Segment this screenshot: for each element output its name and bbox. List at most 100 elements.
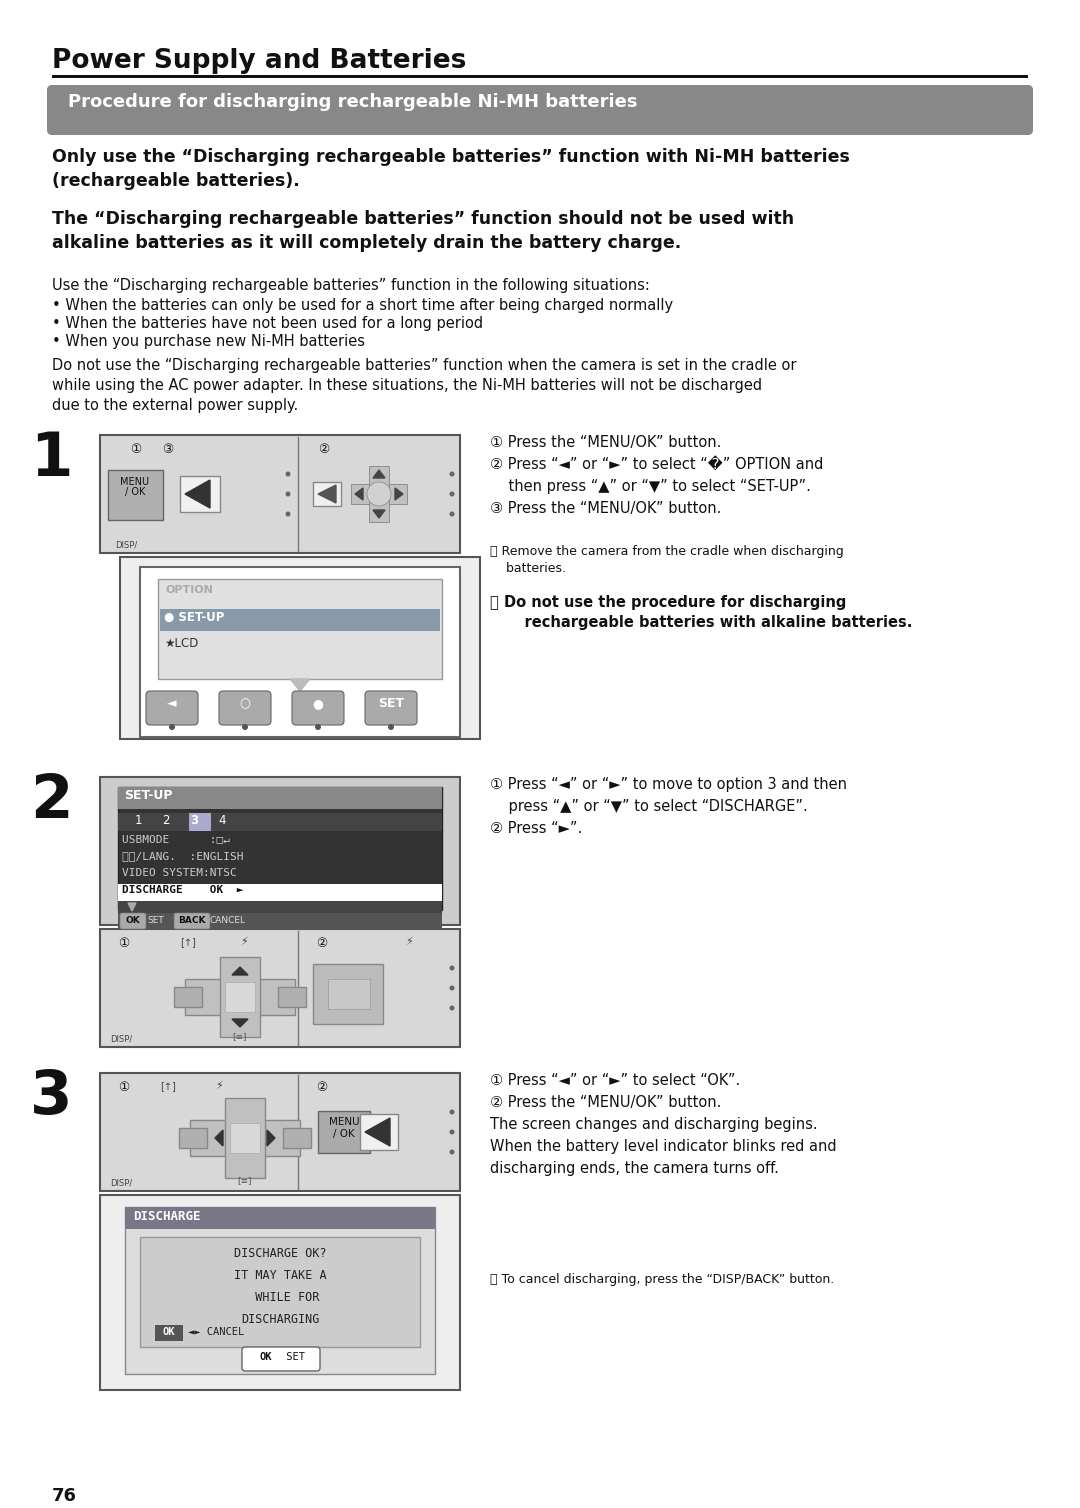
Bar [118,787,442,909]
Text: ⚡: ⚡ [405,936,413,947]
Text: ① Press the “MENU/OK” button.: ① Press the “MENU/OK” button. [490,434,721,449]
Bar [318,1111,370,1154]
Text: CANCEL: CANCEL [210,915,246,924]
FancyBboxPatch shape [174,912,210,929]
Text: ②: ② [318,443,329,455]
Bar [118,900,442,912]
Text: ★LCD: ★LCD [164,636,199,650]
Circle shape [285,492,291,496]
Bar [220,958,260,1038]
Polygon shape [373,470,384,478]
Text: ② Press the “MENU/OK” button.: ② Press the “MENU/OK” button. [490,1095,721,1110]
Text: then press “▲” or “▼” to select “SET-UP”.: then press “▲” or “▼” to select “SET-UP”… [490,480,811,495]
Bar [120,556,480,739]
Bar [283,1128,311,1148]
Text: ② Press “►”.: ② Press “►”. [490,820,582,835]
Text: Power Supply and Batteries: Power Supply and Batteries [52,48,467,74]
Text: IT MAY TAKE A: IT MAY TAKE A [233,1270,326,1282]
Polygon shape [365,1117,390,1146]
Text: Ⓟ To cancel discharging, press the “DISP/BACK” button.: Ⓟ To cancel discharging, press the “DISP… [490,1273,834,1286]
Circle shape [315,724,321,730]
Bar [108,470,163,520]
Bar [179,1128,207,1148]
Circle shape [449,1006,455,1010]
Bar [118,884,442,900]
Text: • When the batteries can only be used for a short time after being charged norma: • When the batteries can only be used fo… [52,299,673,314]
Bar [185,979,295,1015]
Text: The screen changes and discharging begins.: The screen changes and discharging begin… [490,1117,818,1133]
Text: The “Discharging rechargeable batteries” function should not be used with
alkali: The “Discharging rechargeable batteries”… [52,210,794,252]
Text: BACK: BACK [178,915,206,924]
Polygon shape [129,903,136,911]
Bar [278,988,306,1007]
Text: DISP/: DISP/ [110,1034,132,1044]
Text: 1: 1 [30,430,72,489]
Bar [225,1098,265,1178]
Text: ②: ② [316,936,327,950]
Bar [313,483,341,507]
Bar [100,929,460,1047]
FancyBboxPatch shape [365,691,417,725]
Bar [328,979,370,1009]
Text: press “▲” or “▼” to select “DISCHARGE”.: press “▲” or “▼” to select “DISCHARGE”. [490,799,808,814]
Bar [140,567,460,737]
Circle shape [449,1110,455,1114]
Bar [225,982,255,1012]
Text: SET: SET [378,697,404,710]
Text: [↑]: [↑] [160,1081,176,1090]
Text: ① Press “◄” or “►” to move to option 3 and then: ① Press “◄” or “►” to move to option 3 a… [490,777,847,792]
Bar [190,1120,300,1157]
Circle shape [449,965,455,971]
Bar [125,1206,435,1229]
Text: ①: ① [118,1081,130,1093]
Bar [160,609,440,630]
Text: [≡]: [≡] [237,1176,252,1185]
Text: DISCHARGE: DISCHARGE [133,1209,201,1223]
FancyBboxPatch shape [219,691,271,725]
Text: ①: ① [118,936,130,950]
FancyBboxPatch shape [48,84,1032,136]
Circle shape [388,724,394,730]
Text: SET: SET [280,1353,305,1362]
Text: USBMODE      :□↵: USBMODE :□↵ [122,834,230,844]
Circle shape [367,483,391,507]
Text: / OK: / OK [125,487,145,498]
Bar [100,1074,460,1191]
FancyBboxPatch shape [146,691,198,725]
FancyBboxPatch shape [292,691,345,725]
Text: ① Press “◄” or “►” to select “OK”.: ① Press “◄” or “►” to select “OK”. [490,1074,740,1087]
Text: ◄: ◄ [167,697,177,710]
Text: Do not use the “Discharging rechargeable batteries” function when the camera is : Do not use the “Discharging rechargeable… [52,357,797,413]
Bar [156,1326,183,1341]
Bar [118,787,442,808]
Text: 76: 76 [52,1487,77,1505]
Circle shape [168,724,175,730]
Text: • When the batteries have not been used for a long period: • When the batteries have not been used … [52,317,483,330]
Polygon shape [373,510,384,519]
Text: ②: ② [316,1081,327,1093]
Text: DISCHARGE    OK  ►: DISCHARGE OK ► [122,885,243,896]
Text: DISP/: DISP/ [110,1178,132,1187]
Circle shape [285,472,291,477]
Circle shape [449,986,455,991]
Bar [125,1206,435,1374]
Bar [189,813,211,831]
Circle shape [242,724,248,730]
Text: SET-UP: SET-UP [124,789,173,802]
Circle shape [449,492,455,496]
Text: 2: 2 [162,814,170,826]
Text: OK: OK [125,915,140,924]
Text: OPTION: OPTION [166,585,214,596]
Bar [313,964,383,1024]
FancyBboxPatch shape [120,912,146,929]
Text: 2: 2 [30,772,72,831]
Text: OK: OK [163,1327,175,1338]
Text: ⚡: ⚡ [215,1081,222,1090]
Bar [100,1194,460,1390]
Text: 4: 4 [218,814,226,826]
Bar [158,579,442,679]
Bar [100,777,460,924]
Text: ○: ○ [240,697,251,710]
Text: • When you purchase new Ni-MH batteries: • When you purchase new Ni-MH batteries [52,333,365,348]
Text: MENU: MENU [121,477,149,487]
